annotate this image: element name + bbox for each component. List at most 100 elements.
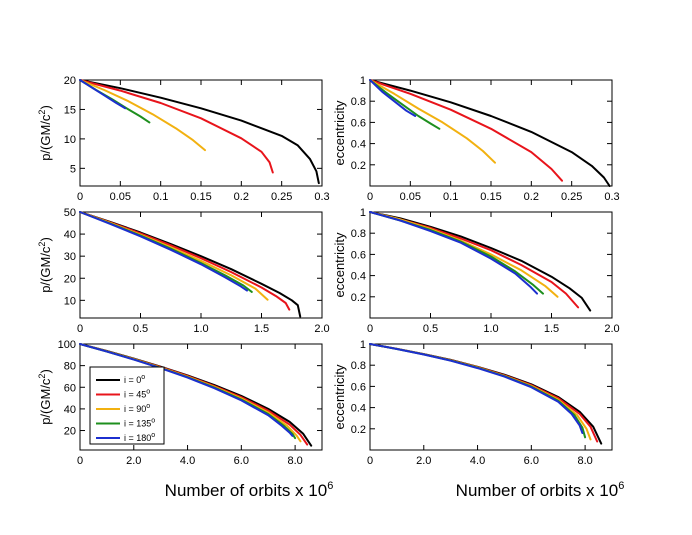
chart-mid-left: 0 0.5 1.0 1.5 2.0 10 20 30 40 50 p/(GM/c2)	[37, 207, 330, 335]
x-tick-label: 0.5	[423, 323, 438, 335]
y-axis-title: p/(GM/c2)	[37, 105, 53, 161]
x-axis-title: Number of orbits x 106	[165, 480, 334, 500]
y-tick-label: 0.2	[351, 292, 366, 304]
y-axis-title: eccentricity	[332, 364, 347, 430]
y-tick-label: 15	[64, 104, 76, 116]
x-tick-label: 0	[367, 191, 373, 203]
y-axis-title: eccentricity	[332, 100, 347, 166]
series-line-135	[369, 211, 544, 295]
y-tick-label: 20	[64, 75, 76, 87]
y-tick-label: 20	[64, 426, 76, 438]
y-tick-label: 0.6	[351, 117, 366, 129]
x-tick-label: 1.5	[254, 323, 269, 335]
y-tick-label: 50	[64, 207, 76, 219]
series-line-180	[79, 211, 248, 292]
legend-label: i = 90o	[124, 403, 150, 414]
y-tick-label: 40	[64, 404, 76, 416]
series-line-45	[79, 79, 274, 174]
series-line-180	[369, 211, 538, 295]
chart-top-right: 0 0.05 0.1 0.15 0.2 0.25 0.3 0.2 0.4 0.6 0.8 1 eccen…	[332, 75, 620, 203]
x-tick-label: 0.25	[561, 191, 582, 203]
y-tick-label: 0.8	[351, 228, 366, 240]
x-tick-label: 0.1	[443, 191, 458, 203]
series-line-135	[369, 79, 441, 130]
y-tick-label: 30	[64, 251, 76, 263]
y-tick-label: 1	[360, 339, 366, 351]
x-tick-label: 0.05	[110, 191, 131, 203]
y-tick-label: 0.8	[351, 96, 366, 108]
plot-frame	[369, 211, 613, 319]
chart-mid-right: 0 0.5 1.0 1.5 2.0 0.2 0.4 0.6 0.8 1 eccentricity	[332, 207, 620, 335]
y-axis-title: p/(GM/c2)	[37, 369, 53, 425]
series-line-180	[369, 79, 417, 117]
series-line-135	[369, 343, 587, 439]
y-tick-label: 10	[64, 134, 76, 146]
y-tick-label: 5	[70, 163, 76, 175]
x-tick-label: 0	[77, 323, 83, 335]
x-tick-label: 0.2	[234, 191, 249, 203]
series-line-45	[369, 211, 580, 309]
plot-frame	[79, 343, 323, 451]
y-tick-label: 0.8	[351, 360, 366, 372]
y-tick-label: 80	[64, 361, 76, 373]
series-line-180	[79, 79, 127, 110]
x-tick-label: 2.0	[604, 323, 619, 335]
legend-label: i = 180o	[124, 432, 155, 443]
chart-top-left: 0 0.05 0.1 0.15 0.2 0.25 0.3 5 10 15 20 p/(GM/c2)	[37, 75, 330, 203]
series-line-90	[79, 79, 206, 152]
y-tick-label: 0.4	[351, 139, 366, 151]
x-tick-label: 6.0	[524, 455, 539, 467]
series-line-45	[79, 211, 291, 311]
legend-label: i = 135o	[124, 418, 155, 429]
x-tick-label: 4.0	[470, 455, 485, 467]
x-tick-label: 0.25	[271, 191, 292, 203]
y-tick-label: 40	[64, 229, 76, 241]
x-tick-label: 0	[367, 323, 373, 335]
x-tick-label: 0	[77, 455, 83, 467]
y-tick-label: 20	[64, 273, 76, 285]
x-tick-label: 1.0	[193, 323, 208, 335]
y-axis-title: p/(GM/c2)	[37, 237, 53, 293]
series-line-0	[369, 343, 603, 445]
series-line-180	[369, 343, 584, 434]
y-tick-label: 1	[360, 75, 366, 87]
y-tick-label: 0.4	[351, 403, 366, 415]
x-tick-label: 8.0	[577, 455, 592, 467]
x-tick-label: 2.0	[126, 455, 141, 467]
y-tick-label: 0.6	[351, 249, 366, 261]
series-line-0	[369, 211, 592, 312]
series-line-135	[79, 211, 253, 293]
x-axis-title: Number of orbits x 106	[456, 480, 625, 500]
y-tick-label: 60	[64, 382, 76, 394]
x-tick-label: 0.15	[190, 191, 211, 203]
series-line-90	[369, 79, 496, 164]
series-line-90	[369, 343, 592, 441]
y-tick-label: 1	[360, 207, 366, 219]
series-line-0	[79, 79, 320, 185]
y-tick-label: 0.6	[351, 381, 366, 393]
legend-label: i = 0o	[124, 374, 145, 385]
x-tick-label: 1.5	[544, 323, 559, 335]
y-tick-label: 0.2	[351, 160, 366, 172]
series-line-0	[369, 79, 611, 187]
y-tick-label: 100	[58, 339, 76, 351]
y-tick-label: 0.2	[351, 424, 366, 436]
x-tick-label: 2.0	[314, 323, 329, 335]
chart-bottom-left: 0 2.0 4.0 6.0 8.0 20 40 60 80 100 p/(GM/c2)	[37, 339, 323, 467]
x-tick-label: 6.0	[234, 455, 249, 467]
series-line-45	[369, 79, 563, 182]
plot-frame	[369, 343, 613, 451]
series-line-90	[369, 211, 559, 298]
series-line-45	[369, 343, 599, 443]
legend-label: i = 45o	[124, 389, 150, 400]
x-tick-label: 2.0	[416, 455, 431, 467]
legend: i = 0o i = 45o i = 90o i = 135o i = 180o	[89, 366, 165, 445]
y-tick-label: 10	[64, 295, 76, 307]
x-tick-label: 4.0	[180, 455, 195, 467]
x-tick-label: 0.15	[480, 191, 501, 203]
y-tick-label: 0.4	[351, 271, 366, 283]
x-tick-label: 0.1	[153, 191, 168, 203]
x-tick-label: 0.5	[133, 323, 148, 335]
series-line-180	[79, 343, 294, 437]
